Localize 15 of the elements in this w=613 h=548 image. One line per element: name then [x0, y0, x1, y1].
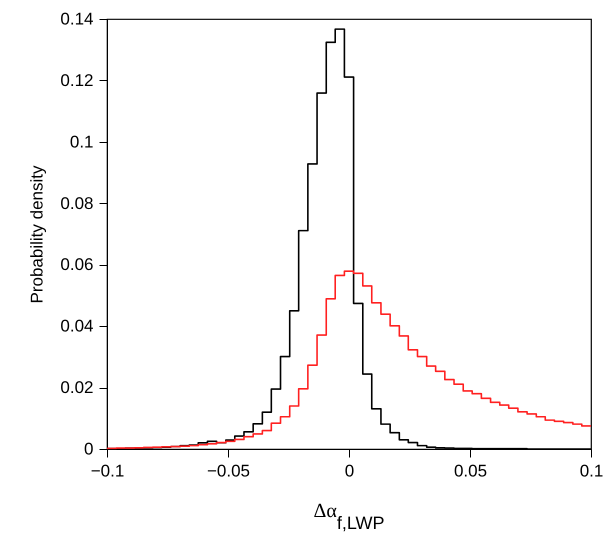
x-tick-label: 0 — [344, 462, 354, 480]
y-tick-label: 0.02 — [60, 378, 94, 398]
y-tick-label: 0 — [84, 440, 94, 458]
y-axis-title: Probability density — [27, 165, 46, 304]
y-tick-label: 0.06 — [60, 255, 94, 274]
y-tick-label: 0.04 — [60, 316, 94, 336]
y-tick-label: 0.14 — [60, 10, 94, 28]
x-tick-label: −0.05 — [206, 462, 250, 480]
y-tick-label: 0.1 — [70, 132, 94, 152]
y-tick-label: 0.08 — [60, 194, 94, 213]
y-tick-label: 0.12 — [60, 70, 94, 90]
x-tick-label: −0.1 — [90, 462, 124, 480]
x-tick-label: 0.1 — [580, 462, 604, 480]
x-tick-label: 0.05 — [454, 462, 488, 480]
x-axis-title: Δα$_{f,LWP}$ — [312, 500, 386, 534]
